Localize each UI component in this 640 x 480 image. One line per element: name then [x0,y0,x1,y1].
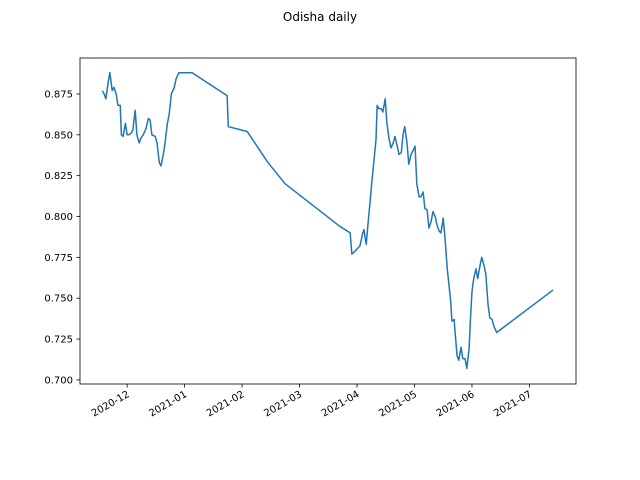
y-tick-label: 0.775 [44,253,73,264]
y-tick-label: 0.850 [44,130,73,141]
y-tick-label: 0.750 [44,294,73,305]
y-tick-label: 0.800 [44,212,73,223]
x-tick-label: 2021-06 [435,389,477,419]
y-tick-label: 0.700 [44,375,73,386]
x-tick-label: 2020-12 [90,389,132,419]
x-tick-label: 2021-02 [205,389,247,419]
plot-frame [79,57,577,385]
y-tick-label: 0.825 [44,171,73,182]
x-tick-label: 2021-03 [262,389,304,419]
y-tick-label: 0.875 [44,89,73,100]
data-line [101,71,554,370]
x-tick-label: 2021-01 [147,389,189,419]
x-tick-label: 2021-07 [492,389,534,419]
chart-title: Odisha daily [283,10,357,24]
x-tick-label: 2021-04 [320,389,362,419]
x-tick-label: 2021-05 [377,389,419,419]
y-tick-label: 0.725 [44,335,73,346]
